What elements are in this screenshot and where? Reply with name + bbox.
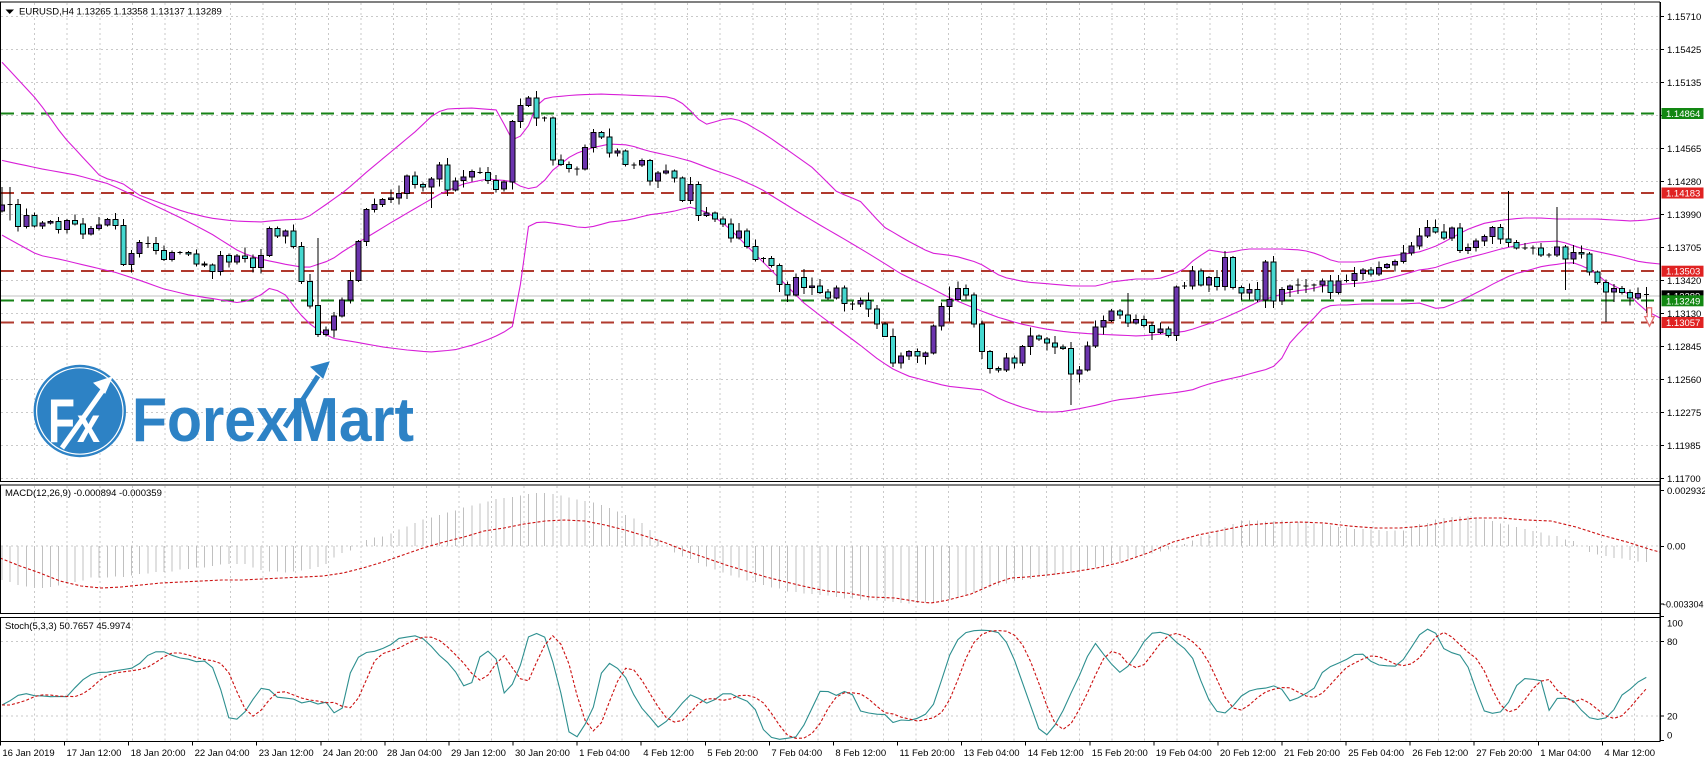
svg-text:1 Mar 04:00: 1 Mar 04:00 — [1540, 748, 1591, 759]
svg-text:1.11700: 1.11700 — [1667, 474, 1701, 485]
svg-text:1.13990: 1.13990 — [1667, 210, 1701, 221]
svg-text:0.002932: 0.002932 — [1667, 486, 1705, 497]
svg-text:Mart: Mart — [290, 386, 414, 455]
svg-text:1.12845: 1.12845 — [1667, 342, 1701, 353]
svg-text:21 Feb 20:00: 21 Feb 20:00 — [1284, 748, 1340, 759]
svg-text:1.12275: 1.12275 — [1667, 408, 1701, 419]
svg-text:EURUSD,H4 1.13265 1.13358 1.1: EURUSD,H4 1.13265 1.13358 1.13137 1.1328… — [19, 7, 222, 18]
svg-text:Stoch(5,3,3) 50.7657 45.9974: Stoch(5,3,3) 50.7657 45.9974 — [5, 621, 131, 632]
svg-text:17 Jan 12:00: 17 Jan 12:00 — [67, 748, 122, 759]
svg-text:23 Jan 12:00: 23 Jan 12:00 — [259, 748, 314, 759]
svg-text:13 Feb 04:00: 13 Feb 04:00 — [964, 748, 1020, 759]
svg-text:5 Feb 20:00: 5 Feb 20:00 — [707, 748, 758, 759]
svg-text:1.13130: 1.13130 — [1667, 309, 1701, 320]
svg-text:MACD(12,26,9) -0.000894 -0.000: MACD(12,26,9) -0.000894 -0.000359 — [5, 488, 162, 499]
svg-text:-0.003304: -0.003304 — [1663, 599, 1704, 609]
svg-text:1.11985: 1.11985 — [1667, 441, 1701, 452]
svg-text:1 Feb 04:00: 1 Feb 04:00 — [579, 748, 630, 759]
svg-text:29 Jan 12:00: 29 Jan 12:00 — [451, 748, 506, 759]
svg-text:30 Jan 20:00: 30 Jan 20:00 — [515, 748, 570, 759]
svg-text:7 Feb 04:00: 7 Feb 04:00 — [771, 748, 822, 759]
svg-text:Forex: Forex — [132, 386, 288, 455]
svg-text:1.12560: 1.12560 — [1667, 375, 1701, 386]
svg-text:1.15710: 1.15710 — [1667, 12, 1701, 23]
svg-text:1.13420: 1.13420 — [1667, 276, 1701, 287]
svg-text:16 Jan 2019: 16 Jan 2019 — [2, 748, 54, 759]
svg-text:4 Mar 12:00: 4 Mar 12:00 — [1604, 748, 1655, 759]
svg-text:24 Jan 20:00: 24 Jan 20:00 — [323, 748, 378, 759]
svg-text:25 Feb 04:00: 25 Feb 04:00 — [1348, 748, 1404, 759]
svg-text:1.14183: 1.14183 — [1666, 189, 1700, 200]
svg-text:28 Jan 04:00: 28 Jan 04:00 — [387, 748, 442, 759]
svg-text:27 Feb 20:00: 27 Feb 20:00 — [1476, 748, 1532, 759]
svg-text:80: 80 — [1667, 637, 1678, 648]
svg-text:100: 100 — [1667, 619, 1683, 630]
svg-text:1.13057: 1.13057 — [1666, 318, 1700, 329]
svg-text:8 Feb 12:00: 8 Feb 12:00 — [835, 748, 886, 759]
svg-text:1.14864: 1.14864 — [1666, 109, 1700, 120]
svg-text:18 Jan 20:00: 18 Jan 20:00 — [131, 748, 186, 759]
svg-text:15 Feb 20:00: 15 Feb 20:00 — [1092, 748, 1148, 759]
svg-text:11 Feb 20:00: 11 Feb 20:00 — [900, 748, 955, 759]
svg-text:19 Feb 04:00: 19 Feb 04:00 — [1156, 748, 1212, 759]
svg-text:0.00: 0.00 — [1667, 542, 1686, 553]
svg-text:20 Feb 12:00: 20 Feb 12:00 — [1220, 748, 1276, 759]
svg-text:x: x — [77, 397, 100, 453]
svg-text:20: 20 — [1667, 711, 1678, 722]
svg-text:26 Feb 12:00: 26 Feb 12:00 — [1412, 748, 1468, 759]
svg-text:1.13503: 1.13503 — [1666, 267, 1700, 278]
svg-text:1.15135: 1.15135 — [1667, 78, 1701, 89]
svg-text:1.14280: 1.14280 — [1667, 177, 1701, 188]
svg-text:1.14565: 1.14565 — [1667, 144, 1701, 155]
svg-text:22 Jan 04:00: 22 Jan 04:00 — [195, 748, 250, 759]
svg-text:1.15425: 1.15425 — [1667, 45, 1701, 56]
svg-text:4 Feb 12:00: 4 Feb 12:00 — [643, 748, 694, 759]
svg-text:1.13249: 1.13249 — [1666, 296, 1700, 307]
svg-text:0: 0 — [1667, 731, 1672, 742]
svg-text:14 Feb 12:00: 14 Feb 12:00 — [1028, 748, 1084, 759]
svg-text:1.13705: 1.13705 — [1667, 243, 1701, 254]
